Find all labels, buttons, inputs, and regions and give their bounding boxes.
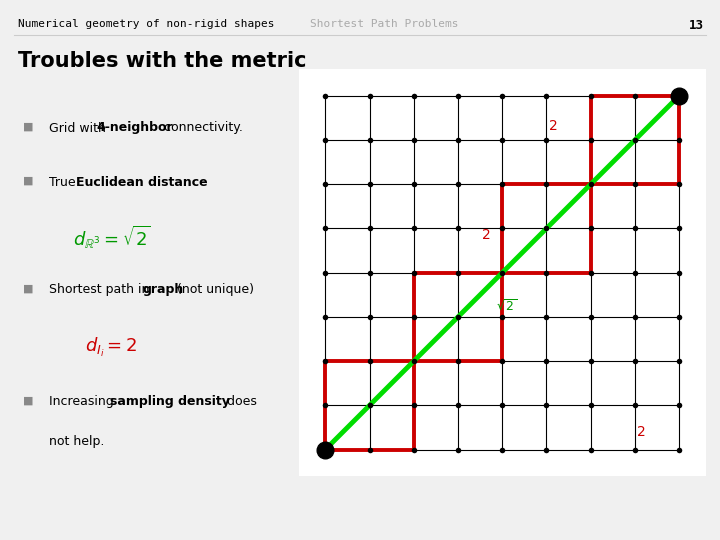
- Text: ■: ■: [23, 284, 34, 294]
- Text: 2: 2: [482, 228, 491, 242]
- Text: ■: ■: [23, 395, 34, 406]
- Text: True: True: [49, 176, 80, 188]
- Text: Grid with: Grid with: [49, 122, 110, 134]
- Text: $\sqrt{2}$: $\sqrt{2}$: [495, 298, 517, 313]
- Text: graph: graph: [143, 284, 184, 296]
- Text: Numerical geometry of non-rigid shapes: Numerical geometry of non-rigid shapes: [18, 19, 274, 29]
- Text: not help.: not help.: [49, 435, 104, 448]
- Text: connectivity.: connectivity.: [160, 122, 243, 134]
- Text: Euclidean distance: Euclidean distance: [76, 176, 207, 188]
- Text: Increasing: Increasing: [49, 395, 117, 408]
- Text: sampling density: sampling density: [110, 395, 230, 408]
- Text: (not unique): (not unique): [173, 284, 253, 296]
- Text: 13: 13: [689, 19, 704, 32]
- Text: 4-neighbor: 4-neighbor: [96, 122, 173, 134]
- Text: Shortest Path Problems: Shortest Path Problems: [310, 19, 458, 29]
- Text: $d_{\mathbb{R}^3} = \sqrt{2}$: $d_{\mathbb{R}^3} = \sqrt{2}$: [73, 224, 150, 251]
- Text: ■: ■: [23, 122, 34, 132]
- Text: Troubles with the metric: Troubles with the metric: [18, 51, 307, 71]
- Text: 2: 2: [549, 119, 557, 133]
- Text: Shortest path in: Shortest path in: [49, 284, 153, 296]
- Text: 2: 2: [637, 424, 646, 438]
- Text: ■: ■: [23, 176, 34, 186]
- Text: does: does: [223, 395, 257, 408]
- Text: $d_{I_i} = 2$: $d_{I_i} = 2$: [86, 336, 138, 359]
